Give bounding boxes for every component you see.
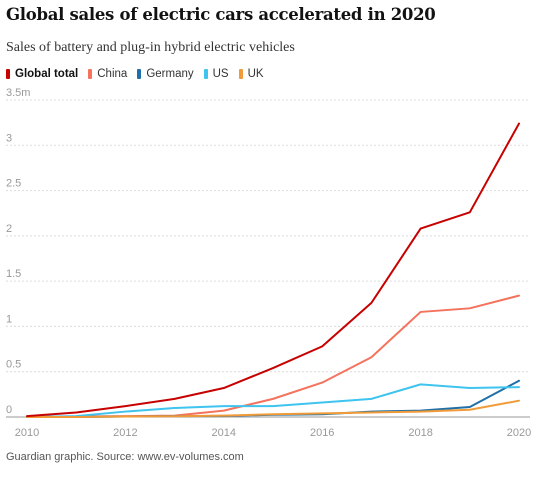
series-line-china xyxy=(26,294,520,418)
y-tick-label: 2.5 xyxy=(6,178,21,190)
y-tick-label: 1 xyxy=(6,313,12,325)
y-tick-label: 2 xyxy=(6,223,12,235)
x-tick-label: 2010 xyxy=(15,427,39,439)
legend-item-uk: UK xyxy=(238,68,264,80)
chart-subtitle: Sales of battery and plug-in hybrid elec… xyxy=(6,40,295,55)
chart-legend: Global total China Germany US UK xyxy=(6,66,274,82)
x-tick-label: 2018 xyxy=(408,427,432,439)
x-axis-ticks: 2010 2012 2014 2016 2018 2020 xyxy=(15,427,531,439)
legend-swatch-germany xyxy=(137,69,142,79)
legend-item-global-total: Global total xyxy=(6,68,78,80)
line-chart: 00.511.522.533.5m 2010 2012 2014 2016 2018 20… xyxy=(6,87,531,439)
series-lines xyxy=(26,122,520,418)
legend-label-china: China xyxy=(97,68,128,80)
legend-swatch-china xyxy=(88,69,93,79)
legend-label-uk: UK xyxy=(247,68,264,80)
y-tick-label: 0.5 xyxy=(6,359,21,371)
legend-swatch-global-total xyxy=(6,69,10,79)
series-line-global-total xyxy=(26,122,520,418)
y-tick-label: 0 xyxy=(6,404,12,416)
y-axis-ticks: 0 0.5 1 1.5 2 2.5 3 3.5m xyxy=(6,87,30,416)
legend-item-us: US xyxy=(203,68,229,80)
y-tick-label: 3 xyxy=(6,132,12,144)
y-tick-label: 1.5 xyxy=(6,268,21,280)
legend-label-global-total: Global total xyxy=(15,68,79,80)
y-tick-label: 3.5m xyxy=(6,87,30,99)
x-tick-label: 2014 xyxy=(212,427,236,439)
legend-item-china: China xyxy=(88,68,127,80)
legend-item-germany: Germany xyxy=(137,68,194,80)
legend-label-germany: Germany xyxy=(146,68,194,80)
x-tick-label: 2016 xyxy=(310,427,334,439)
x-tick-label: 2020 xyxy=(507,427,531,439)
x-tick-label: 2012 xyxy=(113,427,137,439)
legend-swatch-us xyxy=(203,69,208,79)
source-note: Guardian graphic. Source: www.ev-volumes… xyxy=(6,451,244,463)
legend-swatch-uk xyxy=(238,69,243,79)
chart-title: Global sales of electric cars accelerate… xyxy=(6,5,436,24)
series-line-us xyxy=(26,383,520,418)
legend-label-us: US xyxy=(212,68,229,80)
